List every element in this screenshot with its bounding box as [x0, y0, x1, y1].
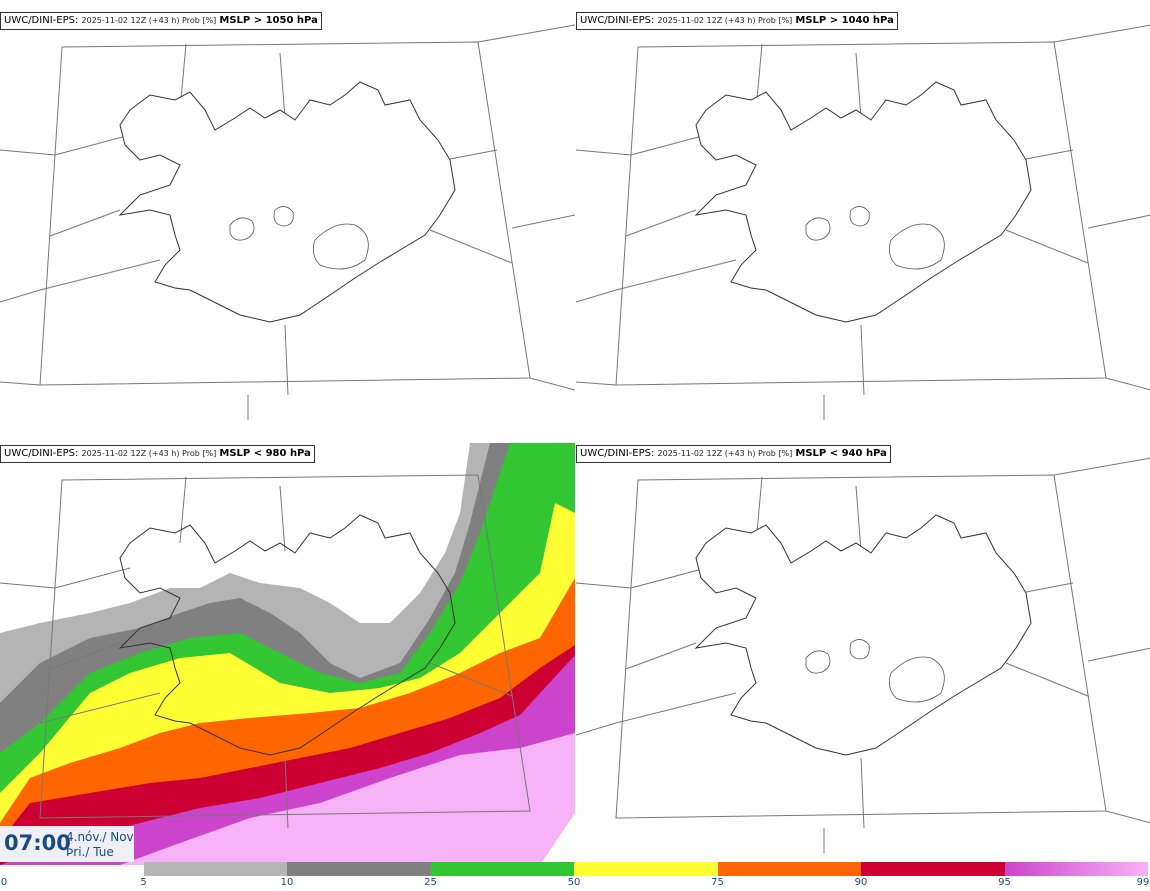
colorbar-tick-label: 10 [280, 877, 294, 888]
valid-date-line2: Þri./ Tue [66, 845, 114, 859]
model-name: UWC/DINI-EPS [4, 15, 75, 26]
colorbar-tick-label: 75 [711, 877, 724, 888]
colorbar-tick-label: 90 [854, 877, 868, 888]
panel-title: UWC/DINI-EPS: 2025-11-02 12Z (+43 h) Pro… [576, 445, 891, 463]
model-name: UWC/DINI-EPS [580, 448, 651, 459]
model-name: UWC/DINI-EPS [4, 448, 75, 459]
map-canvas [0, 24, 575, 420]
iceland-coastline [118, 81, 456, 323]
colorbar-segment [287, 862, 431, 876]
variable-name: MSLP > 1050 hPa [219, 15, 318, 26]
model-name: UWC/DINI-EPS [580, 15, 651, 26]
colorbar-segment [143, 862, 287, 876]
variable-name: MSLP < 940 hPa [795, 448, 887, 459]
colorbar-tick-label: 50 [567, 877, 581, 888]
valid-time-box: 07:00 4.nóv./ Nov Þri./ Tue [0, 826, 134, 862]
valid-date: 4.nóv./ Nov Þri./ Tue [66, 830, 134, 860]
colorbar-tick-label: 25 [424, 877, 437, 888]
variable-name: MSLP < 980 hPa [219, 448, 311, 459]
probability-shading [0, 443, 575, 865]
colorbar-segment [430, 862, 574, 876]
iceland-coastline [694, 81, 1032, 323]
colorbar-segment [861, 862, 1005, 876]
iceland-coastline [694, 514, 1032, 756]
colorbar-tick-label: 95 [998, 877, 1011, 888]
probability-colorbar: 0 5 10 25 50 75 90 95 99 [0, 862, 1150, 891]
colorbar-tick-label: 0 [0, 877, 8, 888]
panel-title: UWC/DINI-EPS: 2025-11-02 12Z (+43 h) Pro… [0, 445, 315, 463]
colorbar-tick-label: 5 [140, 877, 147, 888]
run-info: 2025-11-02 12Z (+43 h) Prob [%] [657, 449, 793, 458]
map-canvas [576, 457, 1150, 853]
panel-title: UWC/DINI-EPS: 2025-11-02 12Z (+43 h) Pro… [0, 12, 322, 30]
colorbar-segment [717, 862, 861, 876]
colorbar-segment [574, 862, 718, 876]
map-panel-mslp-lt-980: UWC/DINI-EPS: 2025-11-02 12Z (+43 h) Pro… [0, 433, 575, 865]
run-info: 2025-11-02 12Z (+43 h) Prob [%] [81, 449, 217, 458]
map-panel-mslp-gt-1040: UWC/DINI-EPS: 2025-11-02 12Z (+43 h) Pro… [576, 0, 1150, 432]
colorbar-tick-label: 99 [1136, 877, 1150, 888]
variable-name: MSLP > 1040 hPa [795, 15, 894, 26]
valid-date-line1: 4.nóv./ Nov [66, 830, 134, 844]
colorbar-segment [1004, 862, 1148, 876]
map-canvas [576, 24, 1150, 420]
map-canvas [0, 443, 575, 865]
iceland-coastline [118, 514, 456, 756]
run-info: 2025-11-02 12Z (+43 h) Prob [%] [657, 16, 793, 25]
valid-time: 07:00 [4, 831, 71, 855]
panel-title: UWC/DINI-EPS: 2025-11-02 12Z (+43 h) Pro… [576, 12, 898, 30]
map-panel-mslp-lt-940: UWC/DINI-EPS: 2025-11-02 12Z (+43 h) Pro… [576, 433, 1150, 865]
run-info: 2025-11-02 12Z (+43 h) Prob [%] [81, 16, 217, 25]
map-panel-mslp-gt-1050: UWC/DINI-EPS: 2025-11-02 12Z (+43 h) Pro… [0, 0, 575, 432]
